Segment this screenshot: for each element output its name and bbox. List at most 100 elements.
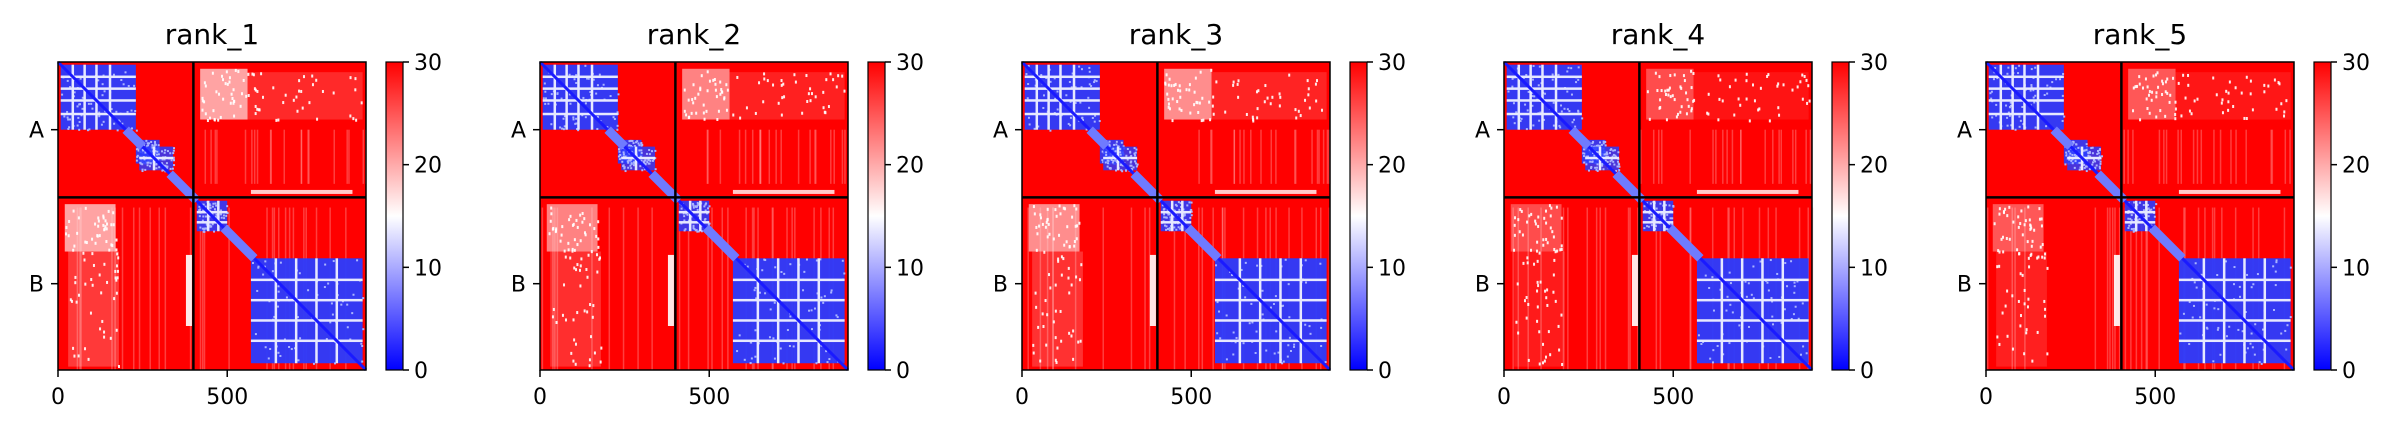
heat-cell <box>1531 91 1534 94</box>
heat-cell <box>1718 97 1721 101</box>
heat-cell <box>2068 158 2071 161</box>
heat-cell <box>1671 223 1674 226</box>
heat-cell <box>1998 212 2001 216</box>
heat-cell <box>2044 252 2047 256</box>
heat-cell <box>104 219 107 223</box>
heat-cell <box>1212 112 1215 116</box>
heat-cell <box>1091 116 1094 119</box>
heat-cell <box>1168 213 1171 216</box>
heat-cell <box>568 218 571 222</box>
heatmap-cells <box>538 60 850 372</box>
heat-cell <box>1552 235 1555 239</box>
heat-cell <box>1570 93 1573 96</box>
colorbar-gradient <box>1349 61 1368 371</box>
heat-cell <box>1757 108 1760 112</box>
heat-cell <box>801 111 804 115</box>
heat-cell <box>1796 85 1799 89</box>
heat-cell <box>1166 92 1169 96</box>
heat-cell <box>2036 256 2039 260</box>
heat-cell <box>1572 118 1575 121</box>
heat-cell <box>1650 214 1653 217</box>
heat-cell <box>103 228 106 232</box>
gap-line <box>553 64 557 130</box>
stripe <box>1627 207 1630 370</box>
heat-cell <box>2036 330 2039 334</box>
heat-cell <box>2164 80 2167 84</box>
heat-cell <box>1549 214 1552 218</box>
heat-cell <box>2138 201 2141 204</box>
heat-cell <box>1039 359 1042 363</box>
stripe <box>79 207 81 370</box>
gap-line <box>756 258 760 364</box>
heat-cell <box>69 298 72 302</box>
heat-cell <box>807 92 810 96</box>
heat-cell <box>1566 70 1569 73</box>
heat-cell <box>2033 228 2036 232</box>
heat-cell <box>683 215 686 218</box>
heat-cell <box>2245 75 2248 79</box>
heat-cell <box>575 74 578 77</box>
heat-cell <box>147 161 150 164</box>
heat-cell <box>828 358 831 361</box>
stripe <box>797 129 800 184</box>
heat-cell <box>112 73 115 76</box>
heat-cell <box>719 92 722 96</box>
diagonal <box>1502 60 1814 372</box>
heat-cell <box>1093 120 1096 123</box>
heat-cell <box>2127 227 2130 230</box>
heat-cell <box>1065 94 1068 97</box>
heat-cell <box>2034 126 2037 129</box>
heat-cell <box>209 116 212 120</box>
heat-cell <box>1179 95 1182 99</box>
heat-cell <box>809 99 812 103</box>
heat-cell <box>1261 313 1264 316</box>
heat-cell <box>1537 224 1540 228</box>
stripe <box>2146 207 2149 370</box>
heat-cell <box>1026 97 1029 100</box>
heat-cell <box>1175 228 1178 231</box>
heat-cell <box>2073 153 2076 156</box>
diagonal-band <box>604 126 628 150</box>
heat-cell <box>1046 235 1049 239</box>
heat-cell <box>224 82 227 86</box>
stripe <box>759 129 761 184</box>
heat-cell <box>588 223 591 227</box>
heat-cell <box>780 271 783 274</box>
heat-cell <box>619 154 622 157</box>
heat-cell <box>2025 331 2028 335</box>
heat-cell <box>1113 143 1116 146</box>
stripe <box>2109 207 2111 370</box>
gap-line <box>1585 156 1620 160</box>
heat-cell <box>134 110 137 113</box>
heat-cell <box>316 117 319 121</box>
heat-cell <box>2008 237 2011 241</box>
gap-line <box>565 64 568 130</box>
heat-cell <box>642 160 645 163</box>
heat-cell <box>788 345 791 348</box>
heat-cell <box>569 256 572 260</box>
stripe <box>1540 207 1542 370</box>
gap-line <box>1024 87 1100 90</box>
heat-cell <box>1245 112 1248 116</box>
gap-line <box>1642 210 1674 214</box>
heat-cell <box>544 90 547 93</box>
heat-cell <box>2180 114 2183 118</box>
heat-cell <box>562 117 565 120</box>
heat-cell <box>694 229 697 232</box>
heat-cell <box>1307 93 1310 97</box>
heat-cell <box>588 358 591 362</box>
gap-line <box>797 258 800 364</box>
heat-cell <box>1035 225 1038 229</box>
stripe <box>1148 207 1151 370</box>
heat-cell <box>1617 162 1620 165</box>
stripe <box>1046 207 1049 370</box>
heat-cell <box>1560 104 1563 107</box>
heat-cell <box>622 153 625 156</box>
stripe <box>2200 129 2203 184</box>
gap-line <box>678 221 710 224</box>
heat-cell <box>2083 166 2086 169</box>
heat-cell <box>2177 81 2180 85</box>
heat-cell <box>2174 112 2177 116</box>
heat-cell <box>543 82 546 85</box>
heat-cell <box>141 170 144 173</box>
